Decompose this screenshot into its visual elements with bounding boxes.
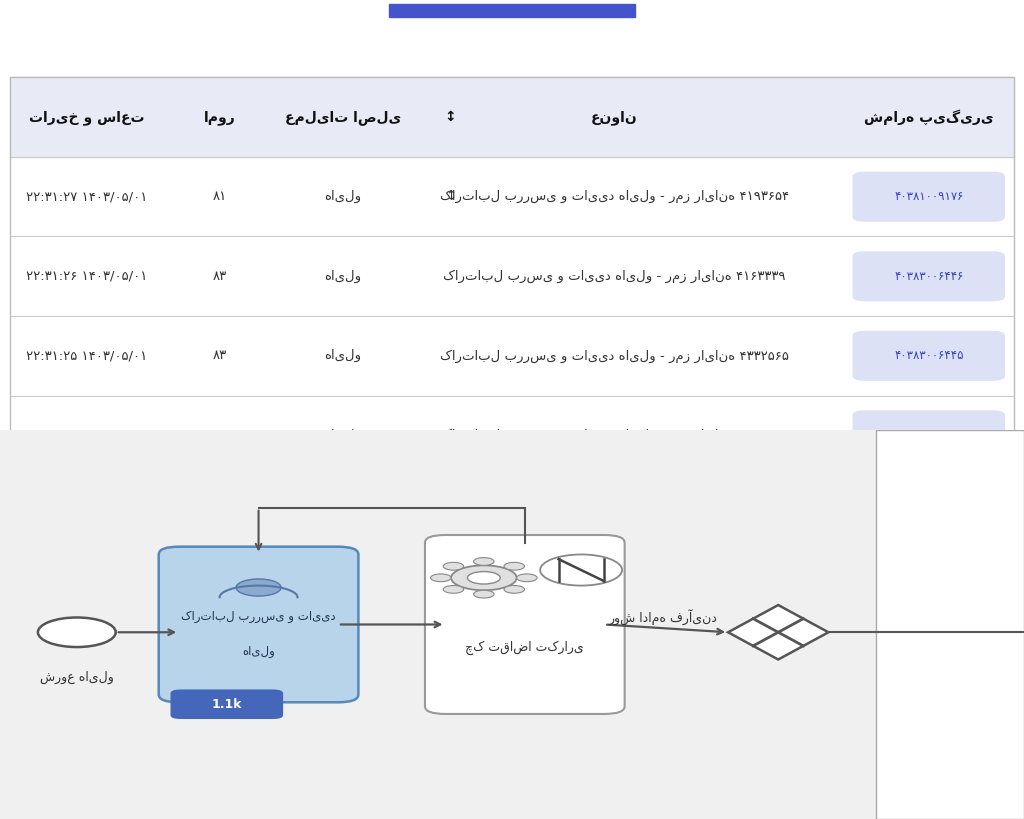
Circle shape — [541, 554, 623, 586]
Circle shape — [236, 579, 281, 596]
Text: ۲۲:۳۱:۲۳ ۱۴۰۳/۰۵/۰۱: ۲۲:۳۱:۲۳ ۱۴۰۳/۰۵/۰۱ — [27, 429, 147, 441]
Text: روش ادامه فرآیند: روش ادامه فرآیند — [609, 609, 718, 625]
Text: شماره پیگیری: شماره پیگیری — [864, 110, 993, 125]
FancyBboxPatch shape — [170, 690, 283, 719]
Polygon shape — [728, 605, 828, 659]
Text: کارتابل بررسی و تایید: کارتابل بررسی و تایید — [181, 610, 336, 623]
Text: کارتابل برسی و تایید هایلو - رمز رایانه ۴۱۶۳۳۳۹: کارتابل برسی و تایید هایلو - رمز رایانه … — [443, 269, 785, 283]
FancyBboxPatch shape — [852, 331, 1006, 381]
Text: ۲۲:۳۱:۲۵ ۱۴۰۳/۰۵/۰۱: ۲۲:۳۱:۲۵ ۱۴۰۳/۰۵/۰۱ — [27, 350, 147, 362]
FancyBboxPatch shape — [852, 172, 1006, 222]
Text: کارتابل بررسی و تایید هایلو - رمز رایانه ۴۳۳۲۵۶۵: کارتابل بررسی و تایید هایلو - رمز رایانه… — [440, 349, 788, 363]
Text: چک تقاضا تکراری: چک تقاضا تکراری — [466, 640, 584, 655]
Circle shape — [516, 574, 537, 581]
Circle shape — [467, 572, 500, 584]
Text: تاریخ و ساعت: تاریخ و ساعت — [30, 110, 144, 124]
Text: عنوان: عنوان — [591, 110, 638, 124]
Bar — [10, 77, 1014, 157]
Circle shape — [451, 565, 516, 590]
Text: امور: امور — [204, 110, 237, 124]
Text: ۴۰۳۸۱۰۰۹۱۷۶: ۴۰۳۸۱۰۰۹۱۷۶ — [894, 190, 964, 203]
Circle shape — [443, 586, 464, 593]
Text: هایلو: هایلو — [325, 429, 361, 442]
Text: ۴۰۳۸۳۰۰۶۴۴۶: ۴۰۳۸۳۰۰۶۴۴۶ — [894, 269, 964, 283]
Text: هایلو: هایلو — [325, 349, 361, 362]
Text: ↕: ↕ — [444, 111, 457, 124]
Text: هایلو: هایلو — [325, 190, 361, 203]
Text: ۴۰۳۸۳۰۰۶۴۴۵: ۴۰۳۸۳۰۰۶۴۴۵ — [894, 350, 964, 362]
Text: ۸۱: ۸۱ — [213, 429, 227, 441]
Circle shape — [430, 574, 451, 581]
FancyBboxPatch shape — [425, 535, 625, 714]
Bar — [389, 4, 635, 17]
Circle shape — [473, 558, 494, 565]
Text: ۸۳: ۸۳ — [213, 350, 227, 362]
Text: هایلو: هایلو — [242, 645, 275, 658]
FancyBboxPatch shape — [852, 251, 1006, 301]
FancyBboxPatch shape — [159, 547, 358, 703]
Bar — [876, 430, 1024, 819]
Text: ۸۳: ۸۳ — [213, 269, 227, 283]
Text: ۴۰۳۸۱۰۰۹۱۷۵: ۴۰۳۸۱۰۰۹۱۷۵ — [894, 429, 964, 441]
Circle shape — [38, 618, 116, 647]
Text: کارتابل بررسی و تایید هایلو - رمز رایانه ۴۴۶۳۷۴۱: کارتابل بررسی و تایید هایلو - رمز رایانه… — [439, 428, 790, 442]
Text: عملیات اصلی: عملیات اصلی — [285, 110, 401, 124]
Text: ۲۲:۳۱:۲۶ ۱۴۰۳/۰۵/۰۱: ۲۲:۳۱:۲۶ ۱۴۰۳/۰۵/۰۱ — [27, 269, 147, 283]
Text: کارتابل بررسی و تایید هایلو - رمز رایانه ۴۱۹۳۶۵۴: کارتابل بررسی و تایید هایلو - رمز رایانه… — [440, 190, 788, 203]
Circle shape — [504, 586, 524, 593]
Text: ↕: ↕ — [445, 190, 456, 203]
Circle shape — [473, 590, 494, 598]
FancyBboxPatch shape — [852, 410, 1006, 460]
Text: 1.1k: 1.1k — [212, 698, 242, 711]
Text: شروع هایلو: شروع هایلو — [40, 671, 114, 684]
Text: ۸۱: ۸۱ — [213, 190, 227, 203]
Text: ۲۲:۳۱:۲۷ ۱۴۰۳/۰۵/۰۱: ۲۲:۳۱:۲۷ ۱۴۰۳/۰۵/۰۱ — [27, 190, 147, 203]
Circle shape — [504, 563, 524, 570]
Text: هایلو: هایلو — [325, 269, 361, 283]
Circle shape — [443, 563, 464, 570]
